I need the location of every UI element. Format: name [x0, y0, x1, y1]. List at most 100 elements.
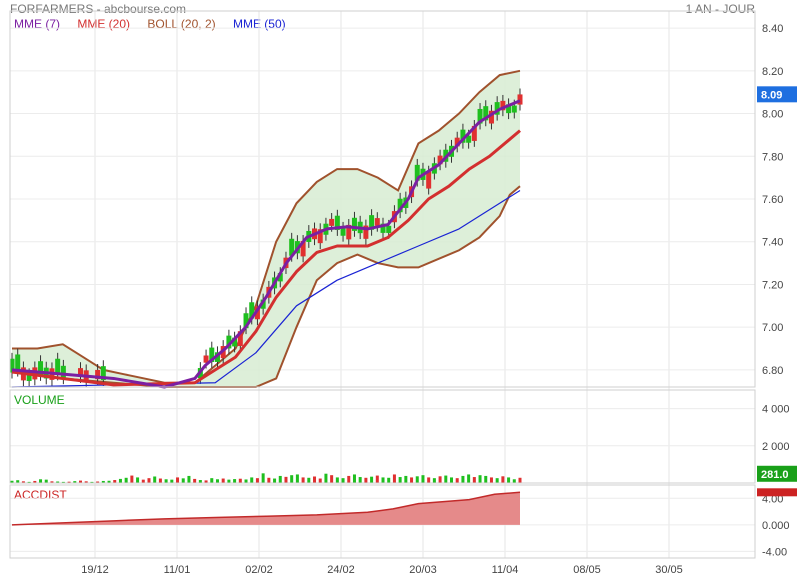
- volume-bar: [484, 475, 488, 483]
- volume-bar: [450, 477, 454, 483]
- volume-bar: [210, 478, 214, 483]
- volume-bar: [347, 475, 351, 483]
- volume-bar: [21, 481, 25, 483]
- panel-frames: [9, 10, 756, 559]
- volume-ytick: 2 000: [762, 441, 790, 453]
- volume-bar: [444, 475, 448, 483]
- candle-body: [100, 366, 106, 381]
- volume-bar: [164, 479, 168, 483]
- volume-bar: [113, 480, 117, 483]
- candlesticks: [9, 88, 523, 387]
- volume-bar: [221, 478, 225, 483]
- volume-bar: [250, 477, 254, 483]
- x-tick-label: 08/05: [573, 564, 601, 576]
- candle-body: [511, 105, 517, 113]
- x-tick-label: 11/01: [164, 564, 191, 576]
- price-ytick: 8.20: [762, 66, 783, 78]
- volume-bar: [39, 479, 43, 483]
- axis-labels: 8.40 8.20 8.00 7.80 7.60 7.40 7.20 7.00 6.80 4 00…: [81, 23, 789, 576]
- grid-lines: [10, 11, 755, 558]
- volume-bar: [501, 476, 505, 483]
- accdist-fill: [12, 492, 520, 525]
- volume-bar: [387, 477, 391, 483]
- volume-bar: [255, 478, 259, 483]
- candle-body: [95, 369, 101, 380]
- volume-bar: [324, 473, 328, 483]
- volume-bar: [130, 475, 134, 483]
- volume-bar: [147, 478, 151, 483]
- last-volume-badge: 281.0: [761, 469, 789, 481]
- last-accdist-badge: [757, 488, 797, 497]
- volume-bar: [467, 474, 471, 483]
- volume-bar: [438, 476, 442, 483]
- volume-bar: [495, 478, 499, 483]
- x-tick-label: 30/05: [655, 564, 683, 576]
- volume-bar: [78, 480, 82, 483]
- price-ytick: 8.40: [762, 23, 783, 35]
- volume-bar: [415, 476, 419, 483]
- volume-bar: [472, 477, 476, 483]
- volume-bar: [33, 480, 37, 483]
- volume-bar: [96, 481, 100, 483]
- volume-bar: [141, 479, 145, 483]
- volume-ytick: 4 000: [762, 404, 790, 416]
- volume-bar: [233, 479, 237, 483]
- volume-bar: [16, 480, 20, 483]
- candle-body: [329, 218, 335, 226]
- volume-bar: [198, 480, 202, 483]
- panel-frame-0: [9, 10, 756, 388]
- volume-bar: [215, 479, 219, 483]
- legend-mme20[interactable]: MME (20): [77, 17, 131, 31]
- last-price-badge: 8.09: [761, 89, 782, 101]
- volume-bar: [136, 477, 140, 483]
- volume-bar: [489, 477, 493, 483]
- volume-bar: [193, 478, 197, 483]
- volume-bar: [398, 477, 402, 483]
- volume-bar: [273, 478, 277, 483]
- bollinger-fill: [12, 70, 520, 388]
- volume-bar: [101, 480, 105, 483]
- x-tick-label: 19/12: [81, 564, 109, 576]
- candle-body: [334, 215, 340, 230]
- volume-bar: [118, 478, 122, 483]
- mme20-line: [11, 129, 521, 387]
- volume-bar: [181, 478, 185, 483]
- last-volume-badge-bg: [757, 465, 797, 482]
- volume-bar: [267, 477, 271, 483]
- volume-bar: [261, 473, 265, 483]
- price-ytick: 7.80: [762, 151, 783, 163]
- volume-bar: [404, 475, 408, 483]
- volume-bar: [507, 477, 511, 483]
- candle-body: [340, 227, 346, 236]
- chart-title: FORFARMERS - abcbourse.com: [10, 2, 187, 16]
- legend-mme7[interactable]: MME (7): [14, 17, 60, 31]
- volume-bar: [244, 479, 248, 483]
- volume-bar: [67, 481, 71, 483]
- volume-bar: [73, 481, 77, 483]
- volume-bar: [50, 481, 54, 483]
- volume-bar: [313, 476, 317, 483]
- accdist-ytick: -4.00: [762, 546, 787, 558]
- volume-bar: [370, 476, 374, 483]
- period-label[interactable]: 1 AN - JOUR: [685, 2, 755, 16]
- volume-bar: [158, 478, 162, 483]
- volume-bar: [375, 475, 379, 483]
- legend-boll[interactable]: BOLL (20, 2): [147, 17, 216, 31]
- volume-bar: [364, 477, 368, 483]
- price-ytick: 8.00: [762, 109, 783, 121]
- volume-bar: [187, 475, 191, 483]
- volume-bar: [176, 477, 180, 483]
- volume-bar: [227, 479, 231, 483]
- volume-bar: [153, 476, 157, 483]
- accdist-area: [11, 491, 521, 526]
- volume-bar: [56, 481, 60, 483]
- candle-body: [483, 106, 489, 121]
- candle-body: [374, 218, 380, 226]
- mme7-line: [11, 99, 521, 389]
- price-ytick: 7.20: [762, 279, 783, 291]
- panel-frame-2: [9, 484, 756, 559]
- last-value-badges: 8.09 281.0: [757, 86, 797, 497]
- x-tick-label: 11/04: [492, 564, 519, 576]
- volume-bar: [335, 477, 339, 483]
